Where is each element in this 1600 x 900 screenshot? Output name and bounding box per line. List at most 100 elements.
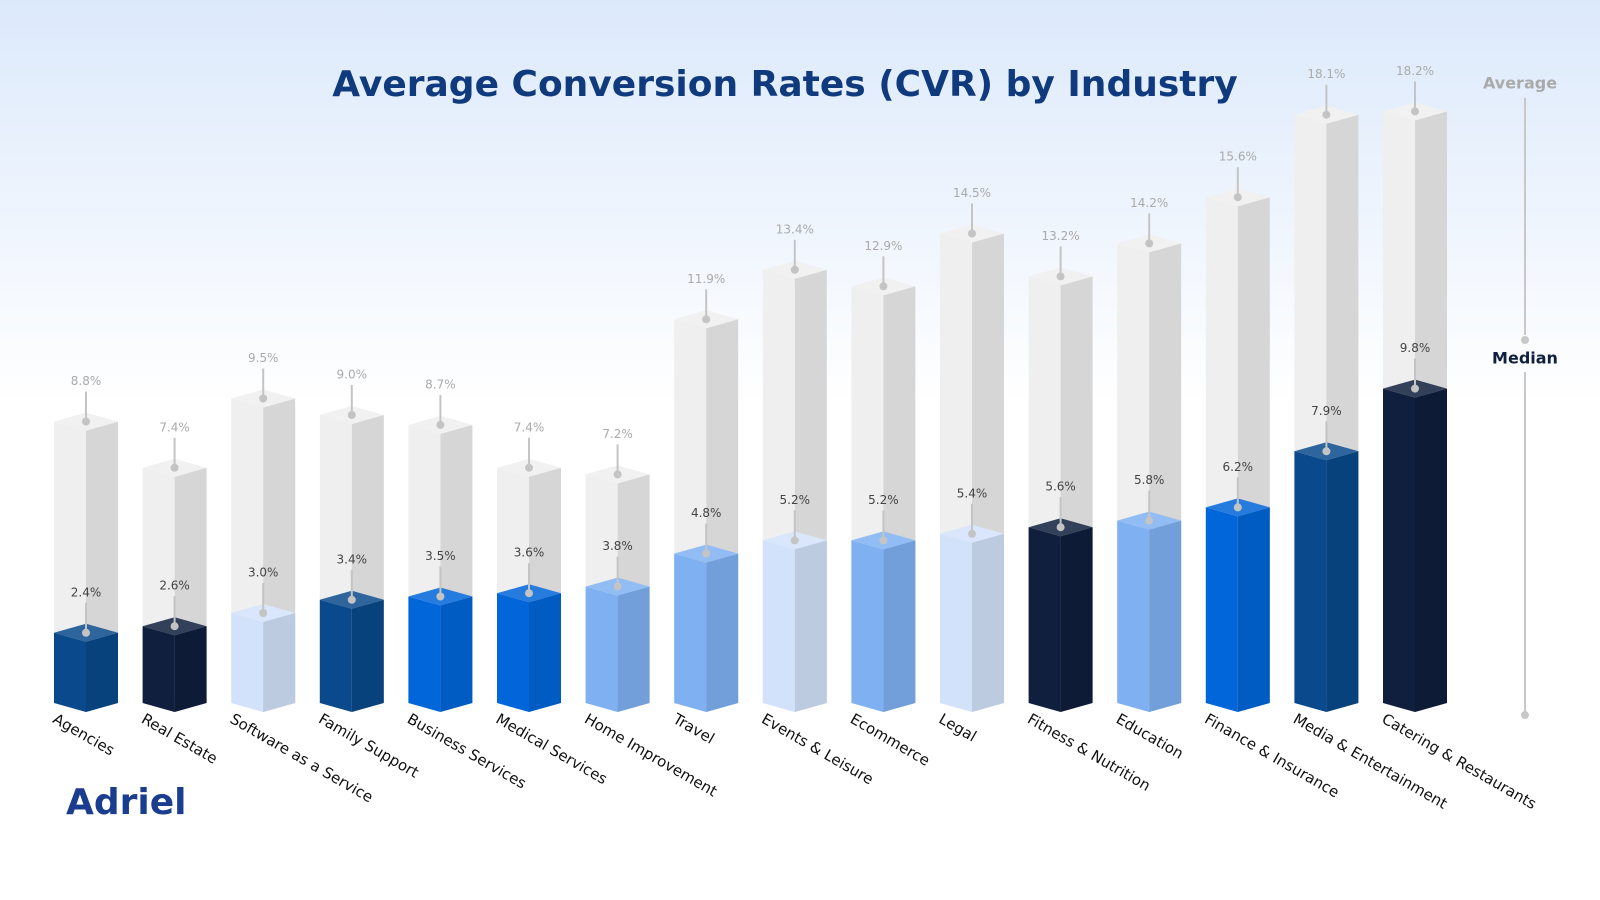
label-dot bbox=[1145, 239, 1154, 248]
median-bar-left bbox=[497, 593, 529, 712]
value-label: 11.9% bbox=[687, 272, 725, 286]
label-dot bbox=[436, 592, 445, 601]
median-bar-left bbox=[54, 632, 86, 712]
median-bar-shade bbox=[1149, 520, 1182, 712]
median-bar-right bbox=[263, 613, 296, 712]
median-bar-right bbox=[529, 593, 561, 712]
legend-entry: Median bbox=[1492, 349, 1558, 368]
value-label: 2.4% bbox=[71, 585, 102, 599]
median-bar-shade bbox=[883, 540, 916, 712]
label-dot bbox=[1056, 523, 1065, 532]
label-dot bbox=[259, 394, 268, 403]
median-bar-right bbox=[1237, 507, 1270, 712]
median-bar-left bbox=[585, 586, 618, 712]
value-label: 8.7% bbox=[425, 377, 456, 391]
value-label: 14.5% bbox=[953, 186, 991, 200]
median-bar-right bbox=[883, 540, 916, 712]
value-label: 18.2% bbox=[1396, 64, 1434, 78]
value-label: 7.4% bbox=[159, 420, 190, 434]
median-bar-shade bbox=[1326, 451, 1359, 712]
value-label: 13.2% bbox=[1042, 229, 1080, 243]
label-dot bbox=[613, 470, 622, 479]
label-dot bbox=[702, 315, 711, 324]
label-dot bbox=[1322, 447, 1331, 456]
value-label: 5.2% bbox=[868, 493, 899, 507]
label-dot bbox=[790, 265, 799, 274]
median-bar-right bbox=[86, 632, 118, 712]
label-dot bbox=[702, 549, 711, 558]
label-dot bbox=[1233, 193, 1242, 202]
median-bar-left bbox=[408, 596, 441, 712]
median-bar-right bbox=[706, 553, 739, 712]
legend-dot bbox=[1521, 711, 1529, 719]
median-bar-shade bbox=[174, 626, 207, 712]
label-dot bbox=[525, 463, 533, 472]
median-bar-shade bbox=[86, 632, 118, 712]
median-bar-right bbox=[1415, 388, 1447, 712]
label-dot bbox=[82, 628, 90, 637]
median-bar-right bbox=[617, 586, 650, 712]
median-bar-left bbox=[1294, 451, 1327, 712]
label-dot bbox=[525, 589, 533, 598]
label-dot bbox=[259, 609, 268, 617]
value-label: 7.4% bbox=[514, 420, 545, 434]
median-bar-shade bbox=[529, 593, 561, 712]
median-bar-shade bbox=[706, 553, 739, 712]
value-label: 2.6% bbox=[159, 579, 190, 593]
label-dot bbox=[790, 536, 799, 545]
median-bar-left bbox=[142, 626, 175, 712]
logo: Adriel bbox=[66, 782, 186, 823]
median-bar-left bbox=[319, 599, 352, 712]
median-bar-left bbox=[1205, 507, 1238, 712]
median-bar-shade bbox=[351, 599, 384, 712]
value-label: 14.2% bbox=[1130, 196, 1168, 210]
median-bar-right bbox=[972, 533, 1004, 712]
median-bar-left bbox=[940, 533, 972, 712]
value-label: 18.1% bbox=[1307, 67, 1345, 81]
value-label: 5.6% bbox=[1045, 480, 1076, 494]
median-bar-shade bbox=[794, 540, 827, 712]
label-dot bbox=[82, 417, 90, 426]
value-label: 9.8% bbox=[1400, 341, 1431, 355]
label-dot bbox=[1233, 503, 1242, 512]
value-label: 15.6% bbox=[1219, 150, 1257, 164]
label-dot bbox=[347, 595, 356, 604]
median-bar-shade bbox=[1237, 507, 1270, 712]
value-label: 5.4% bbox=[957, 486, 988, 500]
median-bar-left bbox=[674, 553, 707, 712]
median-bar-right bbox=[1149, 520, 1182, 712]
label-dot bbox=[436, 420, 445, 429]
median-bar-right bbox=[1060, 527, 1093, 712]
median-bar-right bbox=[1326, 451, 1359, 712]
value-label: 3.0% bbox=[248, 566, 279, 580]
label-dot bbox=[1411, 107, 1419, 116]
value-label: 3.4% bbox=[337, 552, 368, 566]
label-dot bbox=[1056, 272, 1065, 281]
label-dot bbox=[170, 622, 179, 631]
label-dot bbox=[347, 411, 356, 419]
median-bar-right bbox=[794, 540, 827, 712]
value-label: 3.5% bbox=[425, 549, 456, 563]
label-dot bbox=[1322, 110, 1331, 119]
median-bar-left bbox=[1383, 388, 1415, 712]
value-label: 9.0% bbox=[337, 368, 368, 382]
median-bar-left bbox=[231, 613, 264, 712]
label-dot bbox=[968, 529, 976, 538]
median-bar-left bbox=[1028, 527, 1061, 712]
median-bar-left bbox=[851, 540, 884, 712]
value-label: 8.8% bbox=[71, 374, 102, 388]
median-bar-shade bbox=[263, 613, 296, 712]
chart-title: Average Conversion Rates (CVR) by Indust… bbox=[332, 64, 1237, 105]
value-label: 3.8% bbox=[602, 539, 633, 553]
label-dot bbox=[968, 229, 976, 238]
median-bar-right bbox=[351, 599, 384, 712]
median-bar-shade bbox=[617, 586, 650, 712]
value-label: 5.2% bbox=[780, 493, 811, 507]
label-dot bbox=[170, 463, 179, 472]
label-dot bbox=[613, 582, 622, 591]
value-label: 4.8% bbox=[691, 506, 722, 520]
legend-entry: Average bbox=[1483, 74, 1557, 93]
label-dot bbox=[879, 536, 888, 545]
